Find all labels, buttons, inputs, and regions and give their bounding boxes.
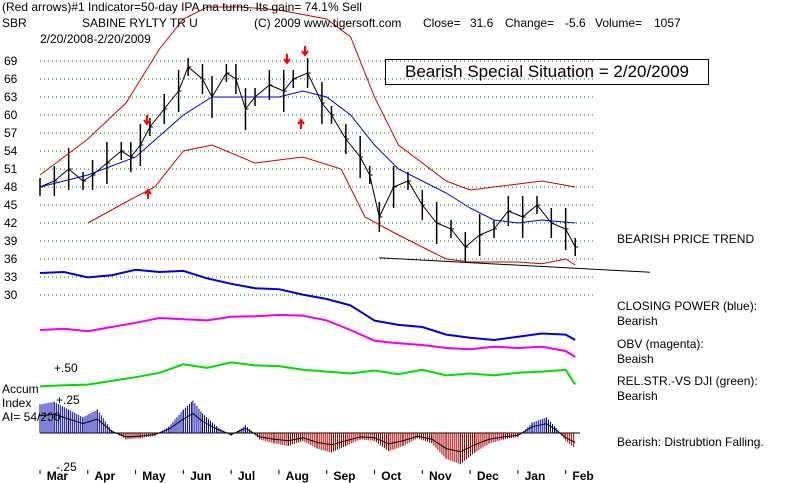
accum-title: Accum — [2, 382, 39, 396]
obv-line — [39, 313, 576, 358]
month-tick-label: Jun — [190, 469, 211, 483]
upper-band-line — [39, 6, 576, 191]
month-tick-label: Jan — [525, 469, 546, 483]
month-tick-label: May — [142, 469, 166, 483]
price-tick-label: 66 — [4, 72, 18, 86]
price-tick-label: 60 — [4, 108, 18, 122]
month-tick-label: Jul — [238, 469, 255, 483]
indicator-line: (Red arrows)#1 Indicator=50-day IPA ma t… — [2, 0, 362, 14]
month-tick-label: Apr — [95, 469, 116, 483]
closing-power-status: Bearish — [617, 314, 658, 328]
price-tick-label: 69 — [4, 54, 18, 68]
lower-band-line — [87, 144, 576, 266]
price-tick-label: 54 — [4, 144, 18, 158]
price-tick-label: 39 — [4, 234, 18, 248]
price-tick-label: 36 — [4, 252, 18, 266]
series-lines — [39, 6, 651, 388]
relstr-line — [39, 361, 577, 388]
month-tick-label: Sep — [333, 469, 355, 483]
price-tick-label: 63 — [4, 90, 18, 104]
date-range: 2/20/2008-2/20/2009 — [40, 32, 151, 46]
relstr-label: REL.STR.-VS DJI (green): — [617, 374, 758, 388]
month-axis-labels: Mar Apr May Jun Jul Aug Sep Oct Nov Dec Jan Feb — [39, 469, 594, 483]
trend-line — [379, 257, 651, 273]
accum-average-line — [39, 412, 576, 453]
company-name: SABINE RYLTY TR U — [82, 16, 198, 30]
relstr-status: Bearish — [617, 389, 658, 403]
price-tick-label: 45 — [4, 198, 18, 212]
month-tick-label: Nov — [429, 469, 452, 483]
price-line — [39, 66, 576, 248]
signal-arrows — [143, 46, 309, 199]
closing-power-label: CLOSING POWER (blue): — [617, 299, 758, 313]
obv-label: OBV (magenta): — [617, 337, 704, 351]
accum-status: Bearish: Distrubtion Falling. — [617, 435, 764, 449]
index-title: Index — [2, 396, 32, 410]
sell-arrow — [301, 46, 309, 57]
accum-plus-25: +.25 — [56, 393, 80, 407]
bearish-situation-box: Bearish Special Situation = 2/20/2009 — [385, 59, 709, 85]
price-tick-label: 57 — [4, 126, 18, 140]
month-tick-label: Feb — [572, 469, 593, 483]
month-tick-label: Mar — [47, 469, 69, 483]
month-tick-label: Oct — [381, 469, 401, 483]
close-label: Close= — [423, 16, 461, 30]
closing-power-line — [39, 268, 576, 342]
buy-arrow — [297, 118, 305, 129]
price-tick-label: 33 — [4, 270, 18, 284]
copyright: (C) 2009 www.tigersoft.com — [254, 16, 402, 30]
moving-average-line — [39, 90, 576, 224]
volume-value: 1057 — [654, 16, 681, 30]
volume-label: Volume= — [595, 16, 643, 30]
price-tick-label: 48 — [4, 180, 18, 194]
trend-label: BEARISH PRICE TREND — [617, 232, 755, 246]
change-value: -5.6 — [565, 16, 586, 30]
accum-index-histogram — [39, 400, 580, 465]
price-tick-label: 51 — [4, 162, 18, 176]
price-axis-labels: 69 66 63 60 57 54 51 48 45 42 39 36 33 30 — [4, 54, 18, 302]
buy-arrow — [144, 188, 152, 199]
obv-status: Beaish — [617, 352, 654, 366]
grid-lines — [40, 60, 595, 296]
relstr-plus-50: +.50 — [54, 361, 78, 375]
month-tick-label: Aug — [286, 469, 309, 483]
change-label: Change= — [505, 16, 555, 30]
close-value: 31.6 — [470, 16, 494, 30]
sell-arrow — [143, 115, 151, 126]
sell-arrow — [283, 54, 291, 65]
ticker-symbol: SBR — [2, 16, 27, 30]
price-tick-label: 42 — [4, 216, 18, 230]
accum-minus-25: -.25 — [56, 460, 77, 474]
month-tick-label: Dec — [477, 469, 499, 483]
ai-value: AI= 54/200 — [2, 410, 61, 424]
price-tick-label: 30 — [4, 288, 18, 302]
